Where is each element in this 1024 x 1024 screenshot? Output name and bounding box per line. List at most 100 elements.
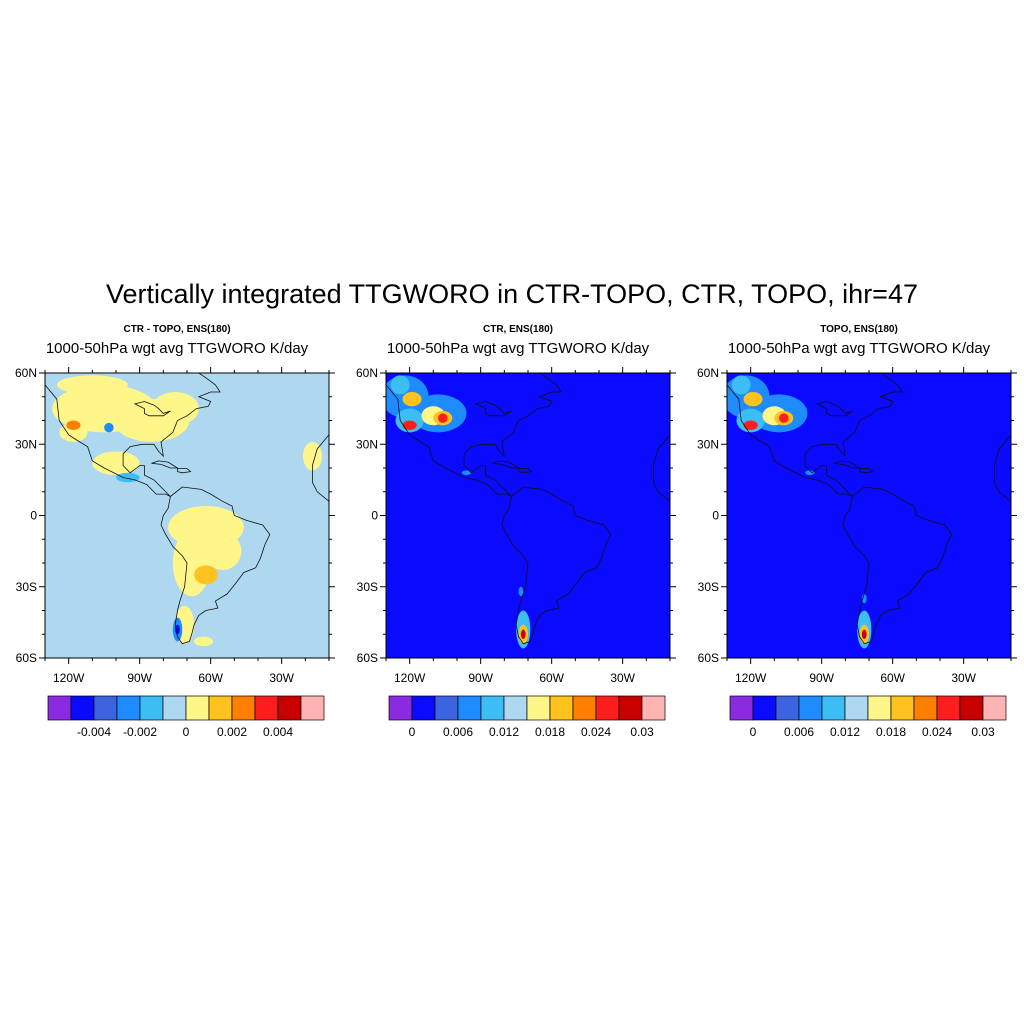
coastline-cuba [833,460,861,469]
lon-label: 60W [880,671,905,685]
field-contour [116,472,140,483]
field-contour [66,420,81,430]
coastline-africa [994,434,1011,502]
field-contour [461,470,472,476]
colorbar-swatch [47,695,72,721]
lat-label: 30N [15,437,37,451]
field-contour [743,420,758,430]
lat-label: 60N [697,366,719,380]
colorbar-swatch [821,695,846,721]
lat-label: 30S [357,580,378,594]
colorbar-label: 0 [409,725,416,739]
lon-label: 30W [269,671,294,685]
lat-label: 60S [16,651,37,665]
coastline-south-america [842,486,953,645]
field-contour [736,408,765,433]
colorbar-swatch [641,695,666,721]
field-contour [92,451,140,476]
lat-label: 60S [698,651,719,665]
colorbar-swatch [867,695,892,721]
colorbar-swatch [116,695,141,721]
field-layer [727,375,872,649]
map-figure: 60N 30N 0 30S 60S 120W 90W 60W 30W 0 0.006 0.012 0.0… [356,366,676,739]
coastline-north-america [386,373,562,497]
colorbar-label: 0.012 [830,725,860,739]
panel-ctr-minus-topo: CTR - TOPO, ENS(180) 1000-50hPa wgt avg … [12,318,342,748]
field-contour [743,392,763,407]
colorbar-swatch [411,695,436,721]
field-contour [731,375,751,395]
coastline-north-america [727,373,903,497]
lon-label: 30W [610,671,635,685]
coastline-north-america [45,373,221,497]
colorbar-swatch [503,695,528,721]
field-contour [395,408,424,433]
lat-label: 30N [356,437,378,451]
map-figure: 60N 30N 0 30S 60S 120W 90W 60W 30W 0 0.006 0.012 0.0… [697,366,1017,739]
coastline-great-lakes [815,401,853,417]
colorbar-swatch [457,695,482,721]
lat-label: 60N [356,366,378,380]
colorbar-label: 0.03 [630,725,654,739]
colorbar-label: 0.002 [217,725,247,739]
colorbar-label: 0.006 [443,725,473,739]
colorbar-label: 0.024 [922,725,952,739]
colorbar-swatch [231,695,256,721]
colorbar-swatch [434,695,459,721]
colorbar-label: -0.004 [77,725,111,739]
colorbar-swatch [526,695,551,721]
lon-label: 90W [468,671,493,685]
colorbar: -0.004 -0.002 0 0.002 0.004 [47,695,325,739]
colorbar-swatch [618,695,643,721]
lon-label: 90W [809,671,834,685]
colorbar-swatch [752,695,777,721]
lat-label: 0 [30,509,37,523]
field-contour [104,422,114,433]
colorbar-swatch [93,695,118,721]
colorbar-swatch [162,695,187,721]
field-contour [151,392,199,426]
lat-label: 60N [15,366,37,380]
panel-ctr: CTR, ENS(180) 1000-50hPa wgt avg TTGWORO… [353,318,683,748]
coastline-hispaniola [859,468,874,474]
lat-label: 0 [712,509,719,523]
colorbar-swatch [982,695,1007,721]
field-contour [520,629,526,639]
coastline-africa [653,434,670,502]
colorbar-label: 0.004 [263,725,293,739]
coastline-africa [312,434,329,502]
colorbar-label: 0.03 [971,725,995,739]
lon-label: 30W [951,671,976,685]
colorbar-swatch [208,695,233,721]
colorbar-swatch [549,695,574,721]
field-contour [805,470,815,476]
colorbar-swatch [572,695,597,721]
colorbar-swatch [388,695,413,721]
colorbar-swatch [480,695,505,721]
lat-label: 0 [371,509,378,523]
coastlines [45,373,329,645]
field-contour [59,422,88,442]
lon-label: 60W [198,671,223,685]
field-contour [172,529,211,597]
coastline-south-america [501,486,612,645]
colorbar-swatch [139,695,164,721]
colorbar-swatch [936,695,961,721]
panel-subtitle: CTR, ENS(180) [482,324,553,335]
colorbar-swatch [798,695,823,721]
colorbar-swatch [595,695,620,721]
lon-label: 90W [127,671,152,685]
map-figure: 60N 30N 0 30S 60S 120W 90W 60W 30W -0.004 -0.002 0 0… [15,366,335,739]
lon-label: 120W [394,671,426,685]
panel-subtitle: CTR - TOPO, ENS(180) [123,324,231,335]
field-contour [203,532,242,571]
field-contour [402,392,422,407]
field-contour [779,413,789,423]
coastline-cuba [151,460,179,469]
panel-topo: TOPO, ENS(180) 1000-50hPa wgt avg TTGWOR… [694,318,1024,748]
lat-label: 60S [357,651,378,665]
panel-variable-label: 1000-50hPa wgt avg TTGWORO K/day [727,340,991,357]
colorbar-label: 0 [750,725,757,739]
colorbar-swatch [185,695,210,721]
colorbar-label: -0.002 [123,725,157,739]
